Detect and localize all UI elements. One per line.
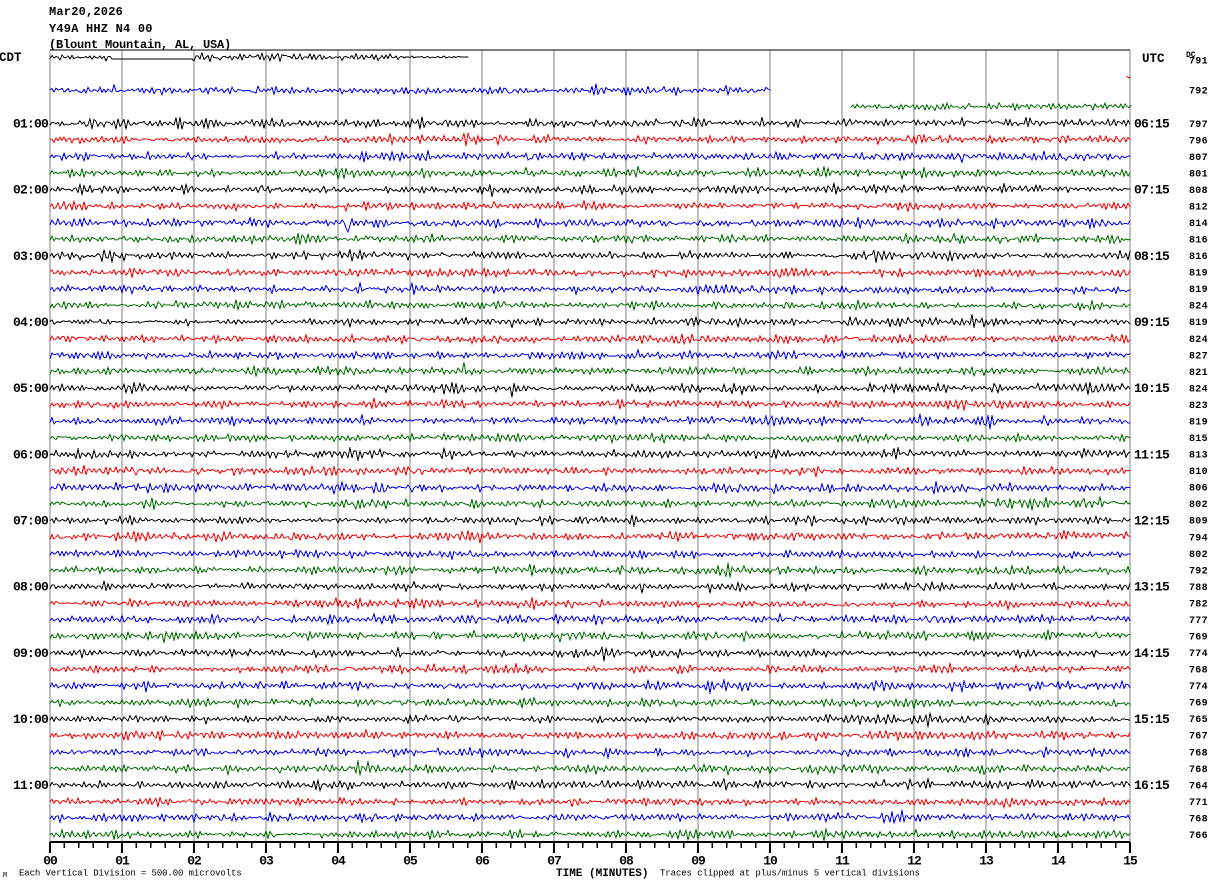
svg-text:768: 768 (1189, 748, 1208, 759)
svg-text:03:00: 03:00 (13, 249, 49, 264)
svg-text:768: 768 (1189, 666, 1208, 677)
svg-text:777: 777 (1189, 616, 1208, 627)
svg-text:09:15: 09:15 (1134, 315, 1170, 330)
svg-text:765: 765 (1189, 715, 1208, 726)
svg-text:05:00: 05:00 (13, 381, 49, 396)
svg-text:09:00: 09:00 (13, 646, 49, 661)
svg-text:08:15: 08:15 (1134, 249, 1170, 264)
svg-text:819: 819 (1189, 285, 1208, 296)
svg-text:02:00: 02:00 (13, 183, 49, 198)
svg-text:07:00: 07:00 (13, 514, 49, 529)
svg-text:10:15: 10:15 (1134, 381, 1170, 396)
svg-text:782: 782 (1189, 599, 1208, 610)
svg-text:824: 824 (1189, 335, 1208, 346)
svg-text:10: 10 (763, 854, 778, 869)
svg-text:02: 02 (187, 854, 202, 869)
svg-text:UTC: UTC (1142, 52, 1165, 66)
svg-text:01:00: 01:00 (13, 117, 49, 132)
svg-text:12:15: 12:15 (1134, 514, 1170, 529)
svg-text:791: 791 (1189, 57, 1208, 68)
svg-text:768: 768 (1189, 765, 1208, 776)
svg-text:769: 769 (1189, 699, 1208, 710)
svg-text:Mar20,2026: Mar20,2026 (49, 5, 123, 19)
svg-text:824: 824 (1189, 384, 1208, 395)
svg-text:06:15: 06:15 (1134, 117, 1170, 132)
svg-text:816: 816 (1189, 252, 1208, 263)
svg-text:11: 11 (835, 854, 850, 869)
svg-text:07: 07 (547, 854, 561, 869)
svg-text:16:15: 16:15 (1134, 778, 1170, 793)
svg-text:801: 801 (1189, 169, 1208, 180)
svg-text:819: 819 (1189, 318, 1208, 329)
svg-text:13: 13 (979, 854, 994, 869)
svg-text:Each Vertical Division = 500.: Each Vertical Division = 500.00 microvol… (19, 869, 242, 879)
svg-text:764: 764 (1189, 781, 1208, 792)
svg-text:774: 774 (1189, 649, 1208, 660)
svg-text:15: 15 (1123, 854, 1138, 869)
svg-text:DC: DC (1186, 51, 1196, 60)
svg-text:809: 809 (1189, 517, 1208, 528)
svg-text:827: 827 (1189, 351, 1208, 362)
svg-text:M: M (3, 872, 7, 880)
svg-text:810: 810 (1189, 467, 1208, 478)
svg-text:771: 771 (1189, 798, 1208, 809)
svg-text:808: 808 (1189, 186, 1208, 197)
svg-text:CDT: CDT (0, 51, 22, 65)
svg-text:816: 816 (1189, 236, 1208, 247)
svg-text:796: 796 (1189, 136, 1208, 147)
svg-text:Traces clipped at plus/minus 5: Traces clipped at plus/minus 5 vertical … (660, 869, 920, 879)
svg-text:07:15: 07:15 (1134, 183, 1170, 198)
svg-text:823: 823 (1189, 401, 1208, 412)
svg-text:768: 768 (1189, 814, 1208, 825)
svg-text:13:15: 13:15 (1134, 580, 1170, 595)
svg-text:812: 812 (1189, 202, 1208, 213)
svg-text:08:00: 08:00 (13, 580, 49, 595)
svg-text:14: 14 (1051, 854, 1066, 869)
svg-text:(Blount Mountain, AL, USA): (Blount Mountain, AL, USA) (49, 38, 231, 52)
svg-text:824: 824 (1189, 302, 1208, 313)
svg-text:01: 01 (115, 854, 130, 869)
svg-text:05: 05 (403, 854, 418, 869)
svg-text:806: 806 (1189, 484, 1208, 495)
svg-text:769: 769 (1189, 633, 1208, 644)
svg-text:12: 12 (907, 854, 922, 869)
svg-text:14:15: 14:15 (1134, 646, 1170, 661)
svg-text:807: 807 (1189, 153, 1208, 164)
svg-text:821: 821 (1189, 368, 1208, 379)
svg-text:11:15: 11:15 (1134, 447, 1170, 462)
svg-text:766: 766 (1189, 831, 1208, 842)
svg-text:15:15: 15:15 (1134, 712, 1170, 727)
svg-text:10:00: 10:00 (13, 712, 49, 727)
svg-text:797: 797 (1189, 120, 1208, 131)
svg-text:802: 802 (1189, 500, 1208, 511)
svg-text:815: 815 (1189, 434, 1208, 445)
svg-text:802: 802 (1189, 550, 1208, 561)
svg-text:767: 767 (1189, 732, 1208, 743)
svg-text:819: 819 (1189, 269, 1208, 280)
svg-text:813: 813 (1189, 451, 1208, 462)
svg-text:792: 792 (1189, 566, 1208, 577)
svg-text:04:00: 04:00 (13, 315, 49, 330)
svg-text:06: 06 (475, 854, 490, 869)
svg-text:09: 09 (691, 854, 706, 869)
svg-text:814: 814 (1189, 219, 1208, 230)
svg-text:00: 00 (43, 854, 58, 869)
svg-text:819: 819 (1189, 417, 1208, 428)
svg-text:04: 04 (331, 854, 346, 869)
svg-text:08: 08 (619, 854, 634, 869)
svg-text:11:00: 11:00 (13, 778, 49, 793)
svg-text:792: 792 (1189, 87, 1208, 98)
svg-text:06:00: 06:00 (13, 447, 49, 462)
svg-text:794: 794 (1189, 533, 1208, 544)
svg-text:03: 03 (259, 854, 274, 869)
svg-text:Y49A HHZ N4 00: Y49A HHZ N4 00 (49, 22, 153, 36)
svg-text:TIME (MINUTES): TIME (MINUTES) (556, 868, 648, 880)
svg-text:788: 788 (1189, 583, 1208, 594)
svg-text:774: 774 (1189, 682, 1208, 693)
